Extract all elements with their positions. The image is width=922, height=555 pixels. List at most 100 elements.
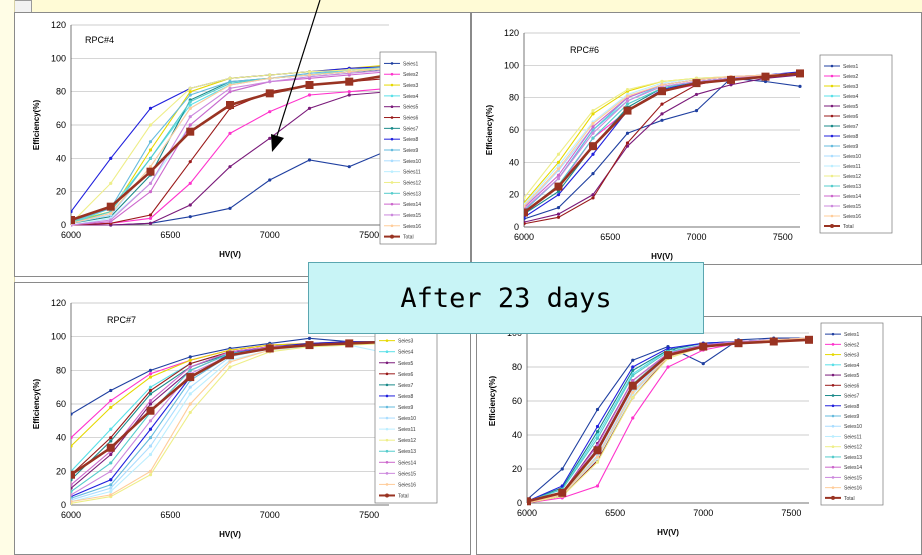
legend-label: Seies10 bbox=[398, 416, 416, 422]
series-point bbox=[109, 452, 113, 457]
series-point bbox=[146, 167, 155, 176]
legend-label: Seies1 bbox=[403, 61, 419, 67]
series-point bbox=[660, 112, 664, 116]
legend-marker bbox=[831, 465, 835, 469]
series-point bbox=[347, 165, 351, 169]
y-tick-label: 60 bbox=[509, 125, 519, 135]
series-point bbox=[106, 202, 115, 211]
legend-marker bbox=[385, 372, 389, 376]
series-point bbox=[148, 388, 153, 393]
series-point bbox=[109, 493, 113, 497]
y-tick-label: 80 bbox=[509, 93, 519, 103]
series-point bbox=[148, 368, 153, 372]
series-group bbox=[524, 69, 804, 226]
series-group bbox=[71, 63, 393, 227]
chart-svg: 0 20 40 60 80 100 120 6000 6500 7000 7500 HV(V) Effi… bbox=[32, 20, 437, 259]
y-axis-label: Efficiency(%) bbox=[485, 105, 494, 156]
legend-marker bbox=[390, 159, 394, 163]
legend-label: Seies11 bbox=[398, 427, 416, 433]
series-point bbox=[71, 486, 73, 490]
series-point bbox=[595, 484, 600, 488]
series-point bbox=[148, 190, 153, 194]
legend-label: Seies8 bbox=[844, 404, 860, 410]
series-point bbox=[558, 488, 567, 497]
series-point bbox=[71, 444, 73, 448]
series-point bbox=[591, 193, 595, 197]
legend-label: Seies12 bbox=[843, 174, 861, 180]
legend-marker bbox=[390, 181, 394, 184]
series-point bbox=[591, 136, 595, 140]
legend-marker bbox=[831, 424, 835, 428]
series-point bbox=[623, 106, 632, 115]
x-tick-label: 7000 bbox=[260, 510, 280, 520]
legend-marker bbox=[831, 455, 835, 459]
y-axis-label: Efficiency(%) bbox=[32, 379, 41, 430]
legend-label: Seies7 bbox=[843, 124, 859, 130]
series-point bbox=[109, 489, 113, 494]
series-point bbox=[595, 424, 600, 429]
series-point bbox=[591, 121, 595, 126]
legend-label: Seies16 bbox=[403, 224, 421, 230]
legend-label: Seies10 bbox=[843, 154, 861, 160]
series-point bbox=[625, 131, 630, 135]
series-point bbox=[188, 93, 192, 97]
legend-marker bbox=[830, 154, 834, 158]
legend-label: Seies11 bbox=[403, 170, 421, 176]
series-point bbox=[345, 339, 354, 348]
chart-panel-rpc4: 0 20 40 60 80 100 120 6000 6500 7000 7500 HV(V) Effi… bbox=[14, 12, 471, 277]
legend-marker bbox=[390, 105, 394, 109]
legend-label: Seies1 bbox=[843, 64, 859, 70]
series-point bbox=[226, 101, 234, 109]
series-point bbox=[307, 70, 312, 74]
y-tick-label: 120 bbox=[504, 28, 519, 38]
legend-marker bbox=[830, 174, 834, 178]
series-point bbox=[228, 83, 232, 87]
y-tick-label: 120 bbox=[51, 20, 66, 30]
series-point bbox=[556, 189, 561, 194]
series-point bbox=[71, 470, 75, 479]
series-point bbox=[71, 436, 73, 440]
series-point bbox=[727, 75, 735, 84]
legend-label: Seies2 bbox=[844, 342, 860, 348]
series-point bbox=[769, 337, 778, 346]
series-point bbox=[109, 483, 113, 487]
legend-marker bbox=[830, 104, 834, 108]
series-point bbox=[591, 128, 595, 132]
legend-label: Total bbox=[844, 496, 855, 502]
legend-label: Seies11 bbox=[843, 164, 861, 170]
legend-marker bbox=[831, 394, 835, 397]
legend-label: Seies12 bbox=[398, 438, 416, 444]
legend-label: Seies6 bbox=[398, 372, 414, 378]
series-point bbox=[186, 373, 195, 382]
series-point bbox=[556, 173, 561, 177]
chart-panel-rpc7: 0 20 40 60 80 100 120 6000 6500 7000 7500 HV(V) Effi… bbox=[14, 282, 471, 555]
legend-label: Seies6 bbox=[844, 383, 860, 389]
series-point bbox=[268, 178, 272, 182]
legend-marker bbox=[831, 373, 835, 377]
series-point bbox=[556, 193, 561, 197]
y-tick-label: 60 bbox=[56, 399, 66, 409]
legend-label: Seies5 bbox=[403, 105, 419, 111]
x-tick-label: 6000 bbox=[61, 510, 81, 520]
series-point bbox=[148, 469, 153, 473]
series-point bbox=[188, 115, 192, 119]
series-point bbox=[527, 497, 531, 506]
series-point bbox=[71, 493, 73, 497]
series-point bbox=[664, 351, 672, 360]
legend-box bbox=[374, 306, 438, 504]
y-tick-label: 100 bbox=[51, 53, 66, 63]
series-point bbox=[228, 165, 232, 169]
series-point bbox=[307, 158, 312, 162]
series-point bbox=[660, 79, 664, 84]
series-point bbox=[591, 196, 595, 200]
series-point bbox=[228, 76, 232, 80]
legend-marker bbox=[831, 435, 835, 438]
legend-label: Seies5 bbox=[398, 361, 414, 367]
series-point bbox=[699, 342, 708, 351]
series-point bbox=[694, 109, 699, 113]
legend-marker bbox=[831, 332, 835, 336]
legend-marker bbox=[390, 62, 394, 65]
y-tick-label: 0 bbox=[61, 220, 66, 230]
series-point bbox=[658, 87, 666, 96]
series-point bbox=[805, 335, 813, 344]
